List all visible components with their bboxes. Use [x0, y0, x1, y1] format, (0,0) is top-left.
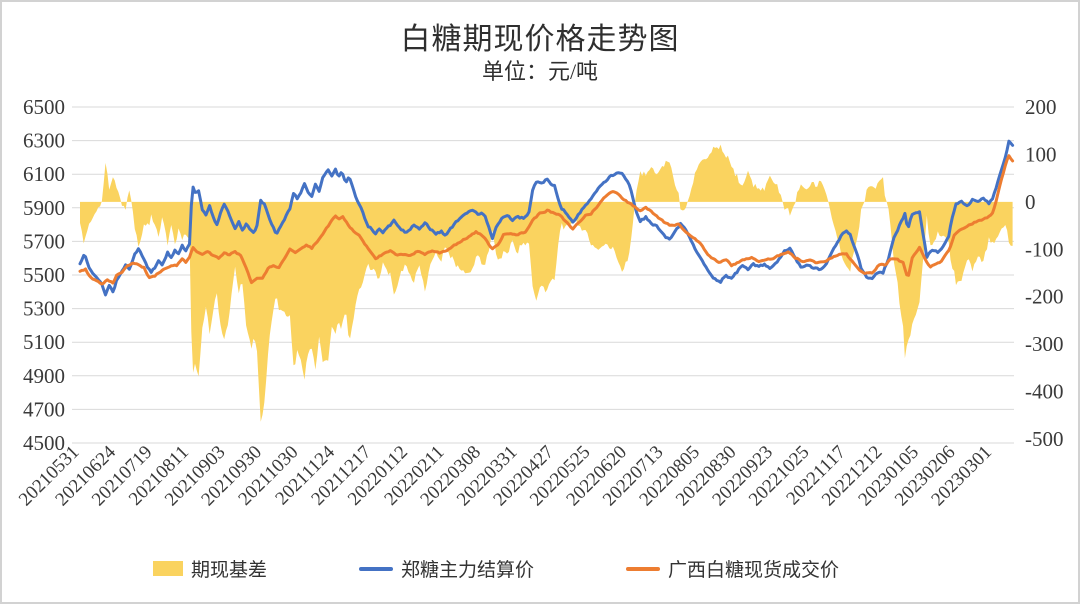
- basis-area-swatch: [152, 561, 183, 576]
- futures-line-swatch: [358, 566, 393, 571]
- y-axis-label-right: -300: [1025, 332, 1064, 356]
- legend-label-basis: 期现基差: [190, 560, 267, 581]
- spot-line: [78, 154, 1015, 286]
- y-axis-label-left: 5500: [23, 263, 65, 287]
- y-axis-label-right: -100: [1025, 237, 1064, 261]
- spot-line-swatch: [626, 566, 660, 571]
- y-axis-label-left: 6100: [23, 162, 65, 186]
- y-axis-label-right: -400: [1025, 380, 1064, 404]
- y-axis-label-right: 200: [1025, 95, 1057, 119]
- y-axis-label-left: 6500: [23, 95, 65, 119]
- y-axis-label-left: 4900: [23, 364, 65, 388]
- chart-title: 白糖期现价格走势图: [400, 23, 680, 56]
- legend-label-futures: 郑糖主力结算价: [400, 560, 534, 581]
- legend-label-spot: 广西白糖现货成交价: [668, 560, 840, 581]
- y-axis-label-right: 100: [1025, 142, 1057, 166]
- y-axis-label-left: 4700: [23, 397, 65, 421]
- legend-item-futures: 郑糖主力结算价: [358, 555, 534, 582]
- legend-item-spot: 广西白糖现货成交价: [626, 555, 839, 582]
- y-axis-label-left: 5900: [23, 196, 65, 220]
- y-axis-label-left: 5100: [23, 330, 65, 354]
- y-axis-label-left: 5700: [23, 229, 65, 253]
- y-axis-label-right: 0: [1025, 190, 1036, 214]
- legend: 期现基差 郑糖主力结算价 广西白糖现货成交价: [2, 555, 1078, 582]
- basis-area: [80, 144, 1013, 422]
- legend-item-basis: 期现基差: [152, 555, 267, 582]
- chart-subtitle: 单位：元/吨: [481, 59, 599, 84]
- futures-line: [78, 139, 1015, 297]
- y-axis-label-right: -500: [1025, 427, 1064, 451]
- y-axis-label-left: 4500: [23, 431, 65, 455]
- y-axis-label-left: 5300: [23, 297, 65, 321]
- y-axis-label-right: -200: [1025, 285, 1064, 309]
- y-axis-label-left: 6300: [23, 129, 65, 153]
